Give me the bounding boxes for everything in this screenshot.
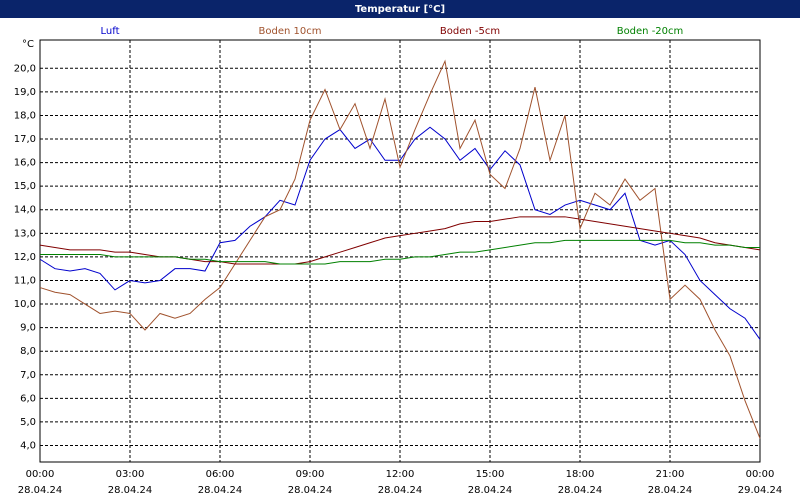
x-tick-label: 21:00 <box>656 469 685 480</box>
y-tick-label: 12,0 <box>14 252 36 263</box>
plot-border <box>39 39 761 463</box>
y-tick-label: 11,0 <box>14 275 36 286</box>
x-tick-date: 29.04.24 <box>738 485 783 496</box>
y-tick-label: 4,0 <box>20 440 36 451</box>
chart-title: Temperatur [°C] <box>355 4 445 15</box>
y-tick-label: 18,0 <box>14 110 36 121</box>
x-tick-label: 00:00 <box>746 469 775 480</box>
x-tick-date: 28.04.24 <box>18 485 63 496</box>
x-tick-label: 00:00 <box>26 469 55 480</box>
legend-entry: Luft <box>101 26 120 37</box>
x-tick-label: 12:00 <box>386 469 415 480</box>
x-tick-label: 09:00 <box>296 469 325 480</box>
x-tick-date: 28.04.24 <box>288 485 333 496</box>
y-tick-label: 6,0 <box>20 393 36 404</box>
x-tick-label: 03:00 <box>116 469 145 480</box>
y-tick-label: 13,0 <box>14 228 36 239</box>
y-tick-label: 8,0 <box>20 346 36 357</box>
series-line <box>39 59 761 439</box>
x-tick-date: 28.04.24 <box>558 485 603 496</box>
y-tick-label: 20,0 <box>14 63 36 74</box>
x-tick-date: 28.04.24 <box>108 485 153 496</box>
x-tick-date: 28.04.24 <box>198 485 243 496</box>
x-tick-date: 28.04.24 <box>378 485 423 496</box>
y-tick-label: 14,0 <box>14 205 36 216</box>
x-tick-date: 28.04.24 <box>648 485 693 496</box>
y-tick-label: 19,0 <box>14 87 36 98</box>
y-axis-label: °C <box>22 39 34 50</box>
y-tick-label: 17,0 <box>14 134 36 145</box>
series-line <box>40 239 760 265</box>
y-tick-label: 16,0 <box>14 158 36 169</box>
y-tick-label: 15,0 <box>14 181 36 192</box>
legend-entry: Boden -5cm <box>440 26 500 37</box>
title-bar <box>0 0 800 18</box>
x-tick-label: 18:00 <box>566 469 595 480</box>
y-tick-label: 7,0 <box>20 370 36 381</box>
x-tick-date: 28.04.24 <box>468 485 513 496</box>
y-tick-label: 10,0 <box>14 299 36 310</box>
x-tick-label: 15:00 <box>476 469 505 480</box>
legend-entry: Boden 10cm <box>259 26 322 37</box>
legend-entry: Boden -20cm <box>617 26 684 37</box>
y-tick-label: 5,0 <box>20 417 36 428</box>
x-tick-label: 06:00 <box>206 469 235 480</box>
y-tick-label: 9,0 <box>20 323 36 334</box>
